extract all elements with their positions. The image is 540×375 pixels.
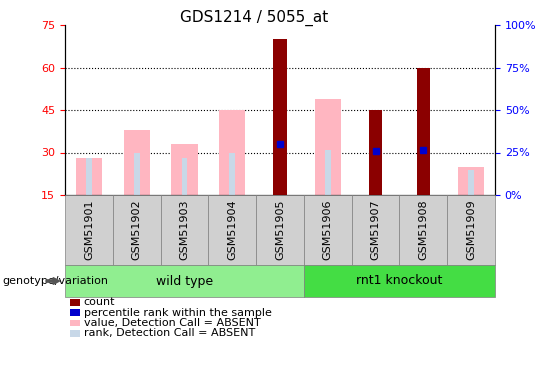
Text: GSM51909: GSM51909: [466, 200, 476, 260]
Text: rank, Detection Call = ABSENT: rank, Detection Call = ABSENT: [84, 328, 255, 338]
Text: GSM51906: GSM51906: [323, 200, 333, 260]
Text: GSM51907: GSM51907: [370, 200, 381, 260]
Bar: [373, 153, 379, 195]
Text: count: count: [84, 297, 115, 307]
Bar: [171, 144, 198, 195]
Text: GSM51902: GSM51902: [132, 200, 141, 260]
Text: GSM51908: GSM51908: [418, 200, 428, 260]
Bar: [315, 99, 341, 195]
Bar: [421, 147, 426, 195]
Bar: [458, 166, 484, 195]
Text: GDS1214 / 5055_at: GDS1214 / 5055_at: [180, 9, 328, 26]
Text: GSM51905: GSM51905: [275, 200, 285, 260]
Bar: [134, 153, 139, 195]
Text: genotype/variation: genotype/variation: [3, 276, 109, 286]
Bar: [273, 39, 287, 195]
Bar: [468, 170, 474, 195]
Text: value, Detection Call = ABSENT: value, Detection Call = ABSENT: [84, 318, 260, 328]
Text: GSM51901: GSM51901: [84, 200, 94, 260]
Bar: [181, 158, 187, 195]
Text: GSM51904: GSM51904: [227, 200, 237, 260]
Bar: [86, 158, 92, 195]
Text: rnt1 knockout: rnt1 knockout: [356, 274, 443, 288]
Bar: [124, 130, 150, 195]
Bar: [325, 150, 330, 195]
Bar: [277, 144, 283, 195]
Bar: [219, 110, 245, 195]
Text: GSM51903: GSM51903: [179, 200, 190, 260]
Text: wild type: wild type: [156, 274, 213, 288]
Text: percentile rank within the sample: percentile rank within the sample: [84, 308, 272, 318]
Bar: [76, 158, 102, 195]
Bar: [369, 110, 382, 195]
Bar: [417, 68, 430, 195]
Bar: [230, 153, 235, 195]
